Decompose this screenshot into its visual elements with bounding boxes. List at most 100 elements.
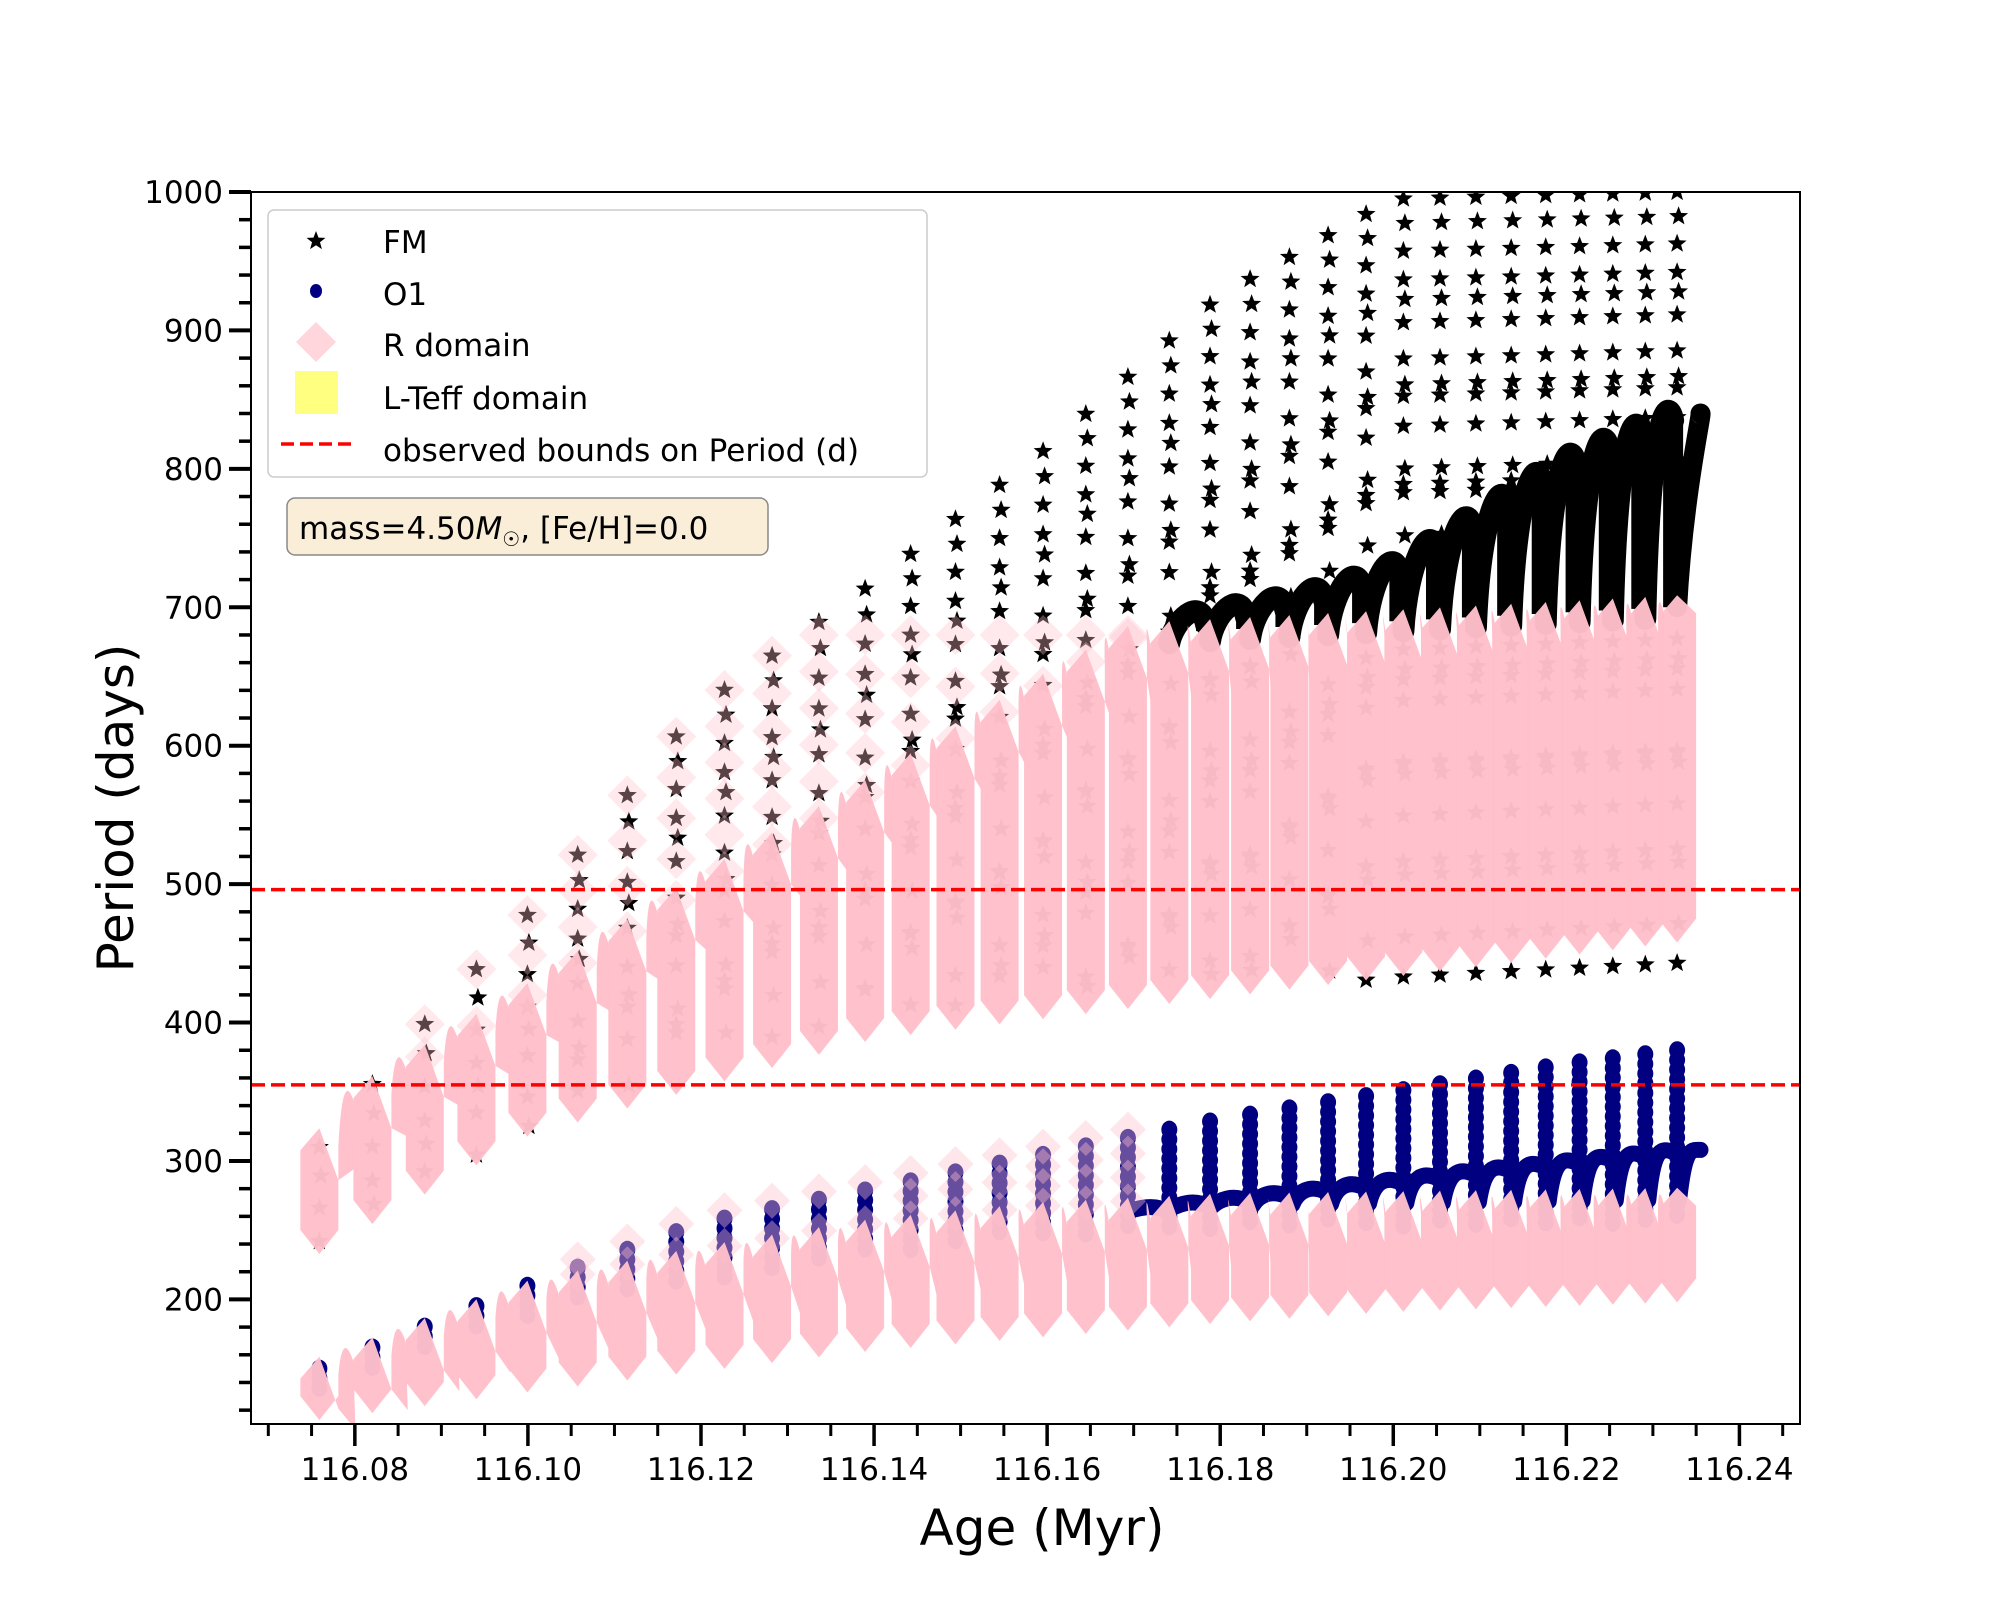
r-domain-point [704, 850, 745, 891]
r-domain-point [507, 935, 548, 976]
r-domain-point [847, 1164, 884, 1201]
fm-point [901, 624, 921, 643]
fm-point [1320, 494, 1340, 513]
fm-arc [1392, 529, 1447, 643]
r-domain-point [557, 906, 598, 947]
fm-point [716, 704, 736, 723]
fm-point [1281, 586, 1301, 605]
fm-point [990, 557, 1010, 576]
r-domain-point [1023, 665, 1064, 706]
r-domain-upper-column [1420, 607, 1459, 972]
x-tick-label: 116.18 [1166, 1452, 1274, 1488]
r-domain-point [798, 761, 839, 802]
fm-point [1356, 427, 1376, 446]
r-domain-point [845, 614, 886, 655]
r-domain-point [798, 724, 839, 765]
legend-label-l-teff-domain: L-Teff domain [383, 381, 588, 417]
fm-point [1035, 544, 1055, 563]
fm-point [1570, 380, 1590, 399]
r-domain-point [1067, 1120, 1104, 1157]
r-domain-upper-column [508, 963, 561, 1137]
fm-point [1501, 382, 1521, 401]
r-domain-point [937, 1196, 974, 1233]
fm-point [1637, 282, 1657, 301]
fm-point [1200, 374, 1220, 393]
fm-point [1240, 432, 1260, 451]
y-tick-label: 700 [164, 590, 223, 626]
fm-point [666, 851, 686, 870]
fm-point [762, 727, 782, 746]
fm-point [991, 500, 1011, 519]
r-domain-point [456, 949, 497, 990]
r-domain-point [559, 1256, 596, 1293]
r-domain-point [935, 666, 976, 707]
r-domain-point [1109, 1183, 1146, 1220]
fm-point [1033, 605, 1053, 624]
fm-point [1536, 344, 1556, 363]
fm-point [668, 751, 688, 770]
fm-point [764, 670, 784, 689]
fm-point [855, 747, 875, 766]
fm-point [1035, 632, 1055, 651]
r-domain-lower-column [1492, 1189, 1531, 1309]
fm-point [1501, 412, 1521, 431]
fm-point [1318, 225, 1338, 244]
r-domain-point [609, 1246, 646, 1283]
legend: FM O1 R domain L-Teff domain observed bo… [267, 209, 928, 478]
fm-point [1603, 342, 1623, 361]
r-domain-point [937, 1146, 974, 1183]
square-marker-icon [295, 371, 338, 414]
fm-point [415, 1014, 435, 1033]
fm-point [1240, 470, 1260, 489]
fm-point [1501, 266, 1521, 285]
r-domain-upper-column [457, 995, 511, 1166]
legend-box [267, 209, 928, 478]
r-domain-upper-column [1270, 615, 1312, 990]
fm-point [1501, 309, 1521, 328]
fm-point [1358, 228, 1378, 247]
fm-point [1318, 451, 1338, 470]
fm-point [901, 741, 921, 760]
fm-point [1119, 391, 1139, 410]
r-domain-lower-column [1231, 1192, 1273, 1322]
r-domain-point [1025, 1167, 1062, 1204]
fm-point [1537, 454, 1557, 473]
r-domain-point [1107, 614, 1148, 655]
r-domain-point [752, 786, 793, 827]
y-axis-ticks: 200 300 400 500 600 700 800 900 1000 [144, 175, 251, 1412]
r-domain-lower-column [558, 1269, 611, 1387]
r-domain-point [752, 673, 793, 714]
r-domain-upper-column [1024, 661, 1069, 1020]
fm-point [1358, 535, 1378, 554]
r-domain-upper-column [705, 844, 756, 1082]
fm-point [1467, 456, 1487, 475]
legend-item-r-domain: R domain [296, 322, 531, 364]
r-domain-point [656, 757, 697, 798]
fm-point [1667, 953, 1687, 972]
fm-point [1430, 481, 1450, 500]
fm-point [857, 604, 877, 623]
x-tick-label: 116.14 [820, 1452, 928, 1488]
fm-point [668, 827, 688, 846]
r-domain-point [752, 635, 793, 676]
fm-point [1467, 211, 1487, 230]
fm-point [1242, 459, 1262, 478]
fm-point [1536, 308, 1556, 327]
fm-point [1279, 328, 1299, 347]
fm-point [1571, 284, 1591, 303]
r-domain-point [800, 1212, 837, 1249]
fm-point [1358, 470, 1378, 489]
fm-point [990, 475, 1010, 494]
fm-arc [1634, 400, 1685, 630]
fm-point [1570, 343, 1590, 362]
fm-point [1501, 238, 1521, 257]
fm-point [1119, 468, 1139, 487]
fm-point [1356, 398, 1376, 417]
fm-point [1536, 381, 1556, 400]
r-domain-point [557, 943, 598, 984]
fm-point [901, 596, 921, 615]
fm-point [1503, 286, 1523, 305]
r-domain-point [1109, 1159, 1146, 1196]
fm-point [715, 680, 734, 699]
